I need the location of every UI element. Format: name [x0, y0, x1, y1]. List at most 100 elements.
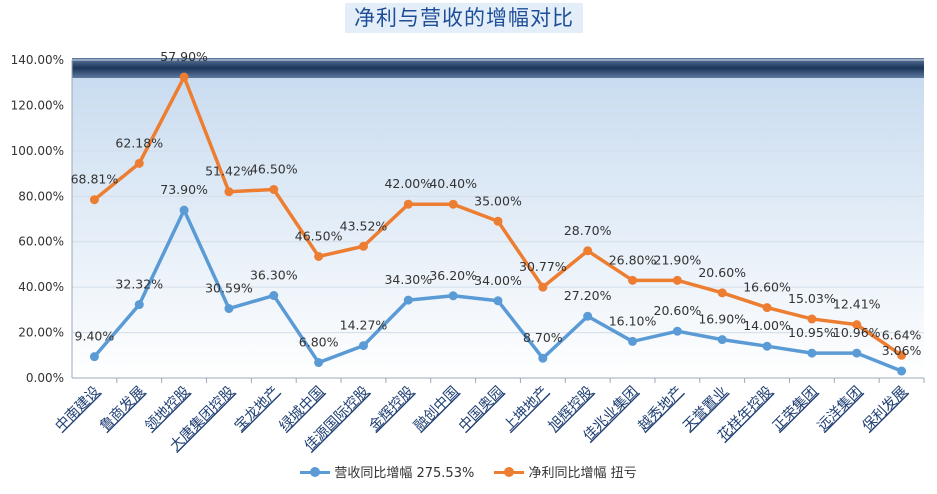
legend-swatch-profit: [494, 465, 525, 479]
x-tick-label: 越秀地产: [635, 384, 686, 435]
data-point: [717, 335, 727, 345]
data-label: 6.64%: [882, 327, 922, 342]
data-point: [672, 326, 682, 336]
data-label: 73.90%: [160, 182, 208, 197]
data-label: 40.40%: [429, 176, 477, 191]
data-point: [224, 304, 234, 314]
data-label: 57.90%: [160, 49, 208, 64]
data-point: [628, 336, 638, 346]
data-label: 15.03%: [788, 291, 836, 306]
data-label: 30.59%: [205, 281, 253, 296]
legend-item-revenue: 营收同比增幅 275.53%: [300, 462, 474, 481]
data-point: [852, 348, 862, 358]
x-tick-label: 中国奥园: [455, 383, 507, 435]
data-label: 16.60%: [743, 280, 791, 295]
data-label: 43.52%: [340, 218, 388, 233]
x-tick-label: 宝龙地产: [232, 384, 283, 435]
data-point: [179, 205, 189, 215]
legend: 营收同比增幅 275.53% 净利同比增幅 扭亏: [0, 462, 937, 483]
data-point: [134, 158, 144, 168]
y-tick-label: 40.00%: [18, 280, 64, 294]
data-point: [807, 348, 817, 358]
x-tick-label: 上坤地产: [501, 384, 552, 435]
data-point: [269, 184, 279, 194]
data-label: 42.00%: [384, 176, 432, 191]
data-point: [314, 251, 324, 261]
data-point: [493, 296, 503, 306]
data-label: 51.42%: [205, 164, 253, 179]
y-tick-label: 80.00%: [18, 189, 64, 203]
data-label: 46.50%: [250, 161, 298, 176]
x-tick-label: 金辉控股: [366, 384, 417, 435]
data-label: 30.77%: [519, 259, 567, 274]
data-label: 16.10%: [609, 313, 657, 328]
data-label: 62.18%: [115, 135, 163, 150]
data-point: [807, 314, 817, 324]
data-label: 26.80%: [609, 252, 657, 267]
y-tick-label: 120.00%: [11, 98, 64, 112]
legend-label-revenue: 营收同比增幅 275.53%: [334, 466, 475, 481]
data-label: 46.50%: [295, 228, 343, 243]
y-tick-label: 60.00%: [18, 235, 64, 249]
data-label: 68.81%: [71, 172, 119, 187]
data-point: [269, 291, 279, 301]
data-point: [358, 341, 368, 351]
data-label: 36.30%: [250, 268, 298, 283]
data-point: [538, 282, 548, 292]
y-tick-label: 0.00%: [26, 371, 64, 385]
data-point: [897, 350, 907, 360]
data-label: 20.60%: [698, 265, 746, 280]
legend-swatch-revenue: [300, 465, 331, 479]
chart-title: 净利与营收的增幅对比: [345, 3, 583, 33]
data-label: 34.30%: [384, 272, 432, 287]
data-point: [628, 275, 638, 285]
data-label: 21.90%: [654, 252, 702, 267]
x-tick-label: 中南建设: [52, 384, 103, 435]
data-label: 3.06%: [882, 343, 922, 358]
data-point: [224, 187, 234, 197]
data-point: [403, 199, 413, 209]
data-point: [762, 303, 772, 313]
data-label: 35.00%: [474, 193, 522, 208]
data-label: 34.00%: [474, 273, 522, 288]
data-point: [134, 300, 144, 310]
data-point: [762, 341, 772, 351]
legend-item-profit: 净利同比增幅 扭亏: [494, 462, 637, 481]
x-tick-label: 融创中国: [411, 384, 462, 435]
data-label: 6.80%: [299, 335, 339, 350]
data-label: 10.96%: [833, 325, 881, 340]
x-tick-label: 鲁商发展: [97, 384, 148, 435]
data-point: [403, 295, 413, 305]
y-tick-label: 20.00%: [18, 326, 64, 340]
x-tick-label: 保利发展: [859, 384, 910, 435]
data-label: 20.60%: [654, 303, 702, 318]
y-tick-label: 100.00%: [11, 144, 64, 158]
data-point: [852, 320, 862, 330]
data-point: [672, 275, 682, 285]
data-label: 16.90%: [698, 312, 746, 327]
data-point: [89, 352, 99, 362]
data-label: 28.70%: [564, 223, 612, 238]
data-label: 27.20%: [564, 288, 612, 303]
data-label: 32.32%: [115, 277, 163, 292]
data-point: [179, 72, 189, 82]
data-point: [583, 246, 593, 256]
data-label: 12.41%: [833, 297, 881, 312]
data-point: [538, 353, 548, 363]
data-point: [717, 288, 727, 298]
data-point: [493, 216, 503, 226]
data-label: 10.95%: [788, 325, 836, 340]
data-label: 36.20%: [429, 268, 477, 283]
y-tick-label: 140.00%: [11, 53, 64, 67]
data-point: [897, 366, 907, 376]
data-label: 14.27%: [340, 318, 388, 333]
plot-top-band: [72, 58, 924, 78]
data-point: [314, 358, 324, 368]
data-point: [448, 291, 458, 301]
data-point: [358, 241, 368, 251]
data-point: [583, 311, 593, 321]
legend-label-profit: 净利同比增幅 扭亏: [528, 466, 637, 481]
data-label: 9.40%: [75, 329, 115, 344]
data-point: [448, 199, 458, 209]
